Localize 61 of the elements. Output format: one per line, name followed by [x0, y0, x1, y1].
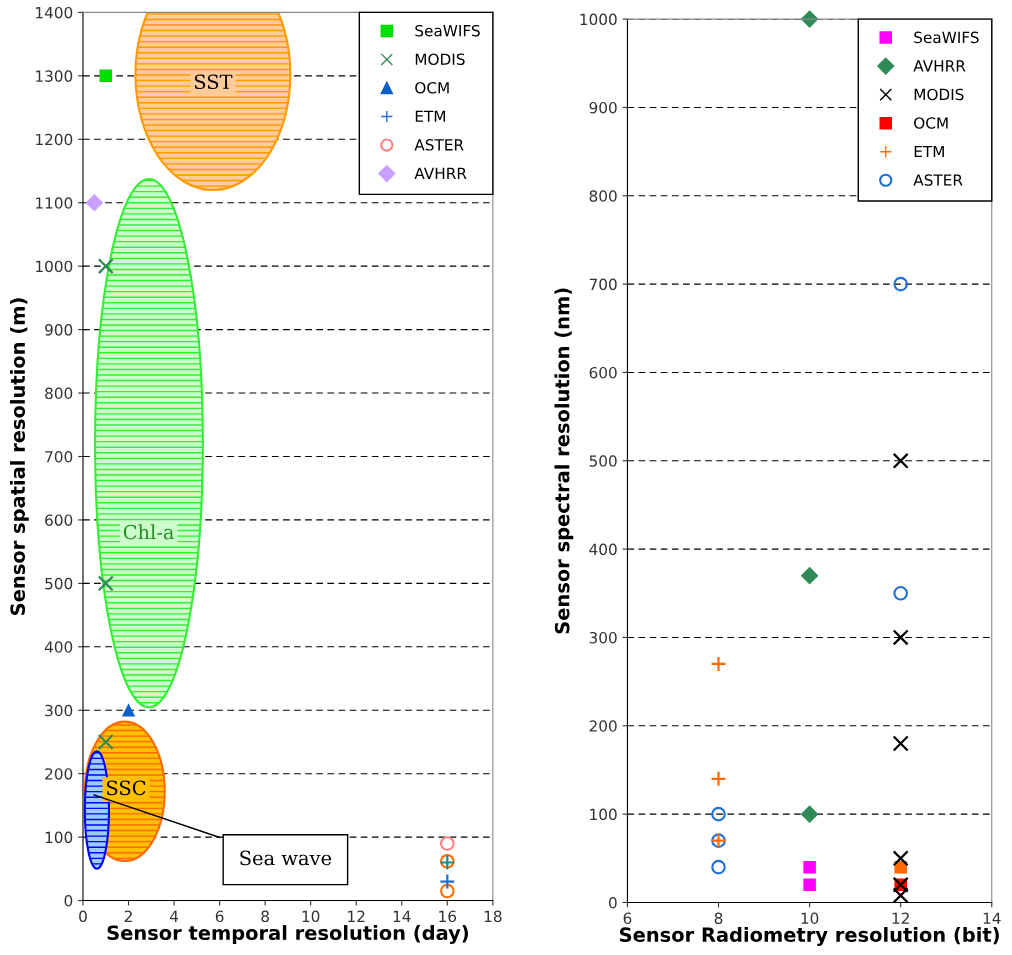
- legend-label: MODIS: [914, 88, 964, 101]
- y-tick-label: 700: [45, 450, 73, 463]
- x-tick-label: 14: [983, 912, 1001, 924]
- x-axis-title: Sensor Radiometry resolution (bit): [620, 926, 999, 946]
- y-tick-label: 800: [589, 190, 617, 202]
- legend-label: MODIS: [415, 53, 465, 65]
- y-tick-label: 0: [64, 895, 73, 907]
- legend-label: AVHRR: [913, 60, 966, 72]
- y-tick-label: 500: [45, 577, 73, 590]
- annotation: Chl-a: [123, 524, 174, 540]
- legend-label: ASTER: [414, 139, 464, 151]
- x-tick-label: 6: [215, 910, 224, 923]
- x-axis-title: Sensor temporal resolution (day): [107, 925, 468, 945]
- y-tick-label: 1200: [36, 133, 73, 146]
- x-tick-label: 10: [302, 910, 320, 923]
- y-tick-label: 500: [589, 455, 617, 467]
- y-tick-label: 300: [45, 704, 73, 717]
- annotation: SST: [194, 74, 233, 90]
- legend-label: AVHRR: [414, 167, 467, 179]
- y-tick-label: 400: [44, 641, 73, 653]
- y-tick-label: 600: [45, 514, 73, 526]
- x-tick-label: 12: [892, 912, 909, 924]
- legend-label: SeaWIFS: [914, 31, 979, 44]
- x-tick-label: 8: [714, 912, 723, 925]
- y-tick-label: 800: [45, 387, 73, 400]
- y-tick-label: 900: [589, 101, 617, 114]
- legend-label: ETM: [914, 145, 944, 158]
- x-tick-label: 0: [79, 910, 87, 923]
- y-tick-label: 900: [45, 324, 73, 336]
- y-tick-label: 1000: [36, 260, 73, 273]
- annotation: SSC: [107, 780, 146, 796]
- y-tick-label: 300: [589, 631, 617, 644]
- y-tick-label: 100: [45, 831, 73, 844]
- x-tick-label: 18: [484, 910, 502, 923]
- y-tick-label: 600: [589, 366, 617, 379]
- y-tick-label: 1300: [36, 70, 73, 82]
- legend-label: OCM: [914, 117, 948, 129]
- x-tick-label: 16: [439, 910, 457, 923]
- y-tick-label: 200: [589, 720, 617, 732]
- x-tick-label: 14: [393, 910, 411, 922]
- y-axis-title: Sensor spatial resolution (m): [10, 298, 29, 615]
- y-tick-label: 700: [589, 278, 617, 291]
- y-tick-label: 200: [45, 768, 73, 780]
- y-tick-label: 100: [590, 808, 617, 821]
- y-tick-label: 1000: [580, 13, 617, 26]
- x-tick-label: 10: [801, 912, 819, 925]
- y-tick-label: 0: [609, 896, 617, 909]
- y-axis-title: Sensor spectral resolution (nm): [554, 288, 574, 634]
- x-tick-label: 8: [261, 910, 269, 923]
- y-tick-label: 400: [589, 543, 617, 556]
- legend-label: ETM: [415, 110, 445, 122]
- y-tick-label: 1100: [36, 197, 73, 209]
- legend-label: SeaWIFS: [415, 24, 480, 37]
- x-tick-label: 6: [623, 912, 632, 925]
- x-tick-label: 12: [348, 910, 365, 922]
- legend-label: ASTER: [913, 174, 963, 186]
- annotation: Sea wave: [240, 850, 332, 866]
- x-tick-label: 4: [169, 910, 179, 922]
- legend-label: OCM: [415, 81, 449, 94]
- y-tick-label: 1400: [36, 6, 73, 19]
- x-tick-label: 2: [124, 910, 132, 922]
